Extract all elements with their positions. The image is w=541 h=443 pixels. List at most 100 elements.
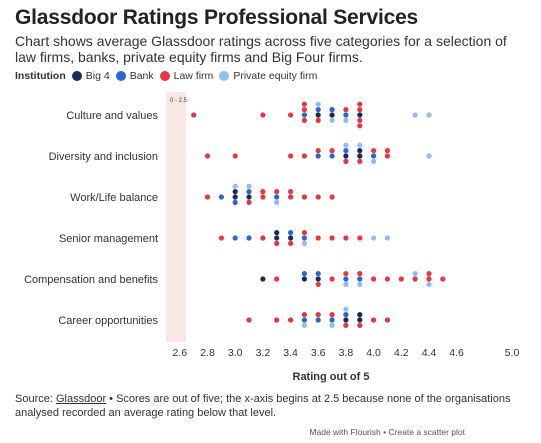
- data-point: [329, 148, 335, 154]
- data-point: [357, 123, 363, 129]
- data-point: [329, 317, 335, 323]
- data-point: [343, 158, 349, 164]
- data-point: [315, 194, 321, 200]
- data-point: [412, 276, 418, 282]
- data-point: [357, 317, 363, 323]
- data-point: [301, 101, 307, 107]
- legend: Institution Big 4 Bank Law firm Private …: [15, 70, 323, 82]
- data-point: [315, 101, 321, 107]
- data-point: [357, 112, 363, 118]
- legend-item-law-firm[interactable]: Law firm: [159, 70, 213, 82]
- data-point: [232, 199, 238, 205]
- data-point: [412, 112, 418, 118]
- category-label: Work/Life balance: [70, 192, 158, 204]
- data-point: [343, 142, 349, 148]
- chart-title: Glassdoor Ratings Professional Services: [15, 6, 419, 29]
- x-tick-label: 3.2: [256, 347, 271, 359]
- data-point: [398, 276, 404, 282]
- data-point: [426, 271, 432, 277]
- data-point: [357, 281, 363, 287]
- footer-note: Source: Glassdoor • Scores are out of fi…: [15, 392, 530, 420]
- data-point: [260, 112, 266, 118]
- data-point: [343, 148, 349, 154]
- footer-source-prefix: Source:: [15, 393, 56, 405]
- category-label: Senior management: [59, 233, 158, 245]
- data-point: [232, 189, 238, 195]
- data-point: [274, 230, 280, 236]
- data-point: [371, 158, 377, 164]
- data-point: [301, 117, 307, 123]
- data-point: [301, 153, 307, 159]
- made-with-flourish-link[interactable]: Made with Flourish: [309, 427, 381, 437]
- legend-item-bank[interactable]: Bank: [115, 70, 154, 82]
- legend-swatch-private-equity: [219, 71, 230, 81]
- data-point: [260, 235, 266, 241]
- data-point: [301, 235, 307, 241]
- data-point: [204, 153, 211, 159]
- data-point: [315, 107, 321, 113]
- data-point: [315, 276, 321, 282]
- x-tick-label: 4.6: [449, 347, 464, 359]
- legend-swatch-law-firm: [159, 71, 170, 81]
- legend-label-private-equity: Private equity firm: [233, 70, 318, 82]
- data-point: [288, 317, 294, 323]
- data-point: [343, 276, 349, 282]
- data-point: [329, 276, 335, 282]
- data-point: [412, 271, 418, 277]
- source-link[interactable]: Glassdoor: [55, 393, 107, 405]
- create-scatter-link[interactable]: Create a scatter plot: [388, 427, 465, 437]
- legend-item-private-equity[interactable]: Private equity firm: [219, 70, 317, 82]
- category-label: Culture and values: [66, 110, 158, 122]
- data-point: [426, 153, 432, 159]
- data-point: [274, 189, 280, 195]
- data-point: [371, 148, 377, 154]
- data-point: [357, 235, 363, 241]
- data-point: [357, 107, 363, 113]
- data-point: [384, 235, 390, 241]
- data-point: [288, 230, 294, 236]
- data-point: [329, 312, 335, 318]
- data-point: [329, 322, 335, 328]
- scatter-chart: 0 - 2.5 Culture and values Diversity and i…: [24, 92, 520, 383]
- category-label: Career opportunities: [58, 315, 158, 327]
- data-point: [301, 317, 307, 323]
- data-point: [315, 317, 321, 323]
- data-point: [357, 153, 363, 159]
- x-tick-label: 5.0: [505, 347, 520, 359]
- data-point: [301, 107, 307, 113]
- footer-note-text: • Scores are out of five; the x-axis beg…: [15, 393, 511, 419]
- legend-item-big4[interactable]: Big 4: [71, 70, 110, 82]
- data-point: [343, 117, 349, 123]
- data-point: [204, 194, 211, 200]
- data-point: [343, 322, 349, 328]
- data-point: [384, 148, 390, 154]
- data-point: [315, 153, 321, 159]
- data-point: [315, 281, 321, 287]
- data-point: [357, 322, 363, 328]
- data-point: [343, 153, 349, 159]
- data-point: [301, 112, 307, 118]
- data-point: [357, 312, 363, 318]
- data-point: [232, 183, 238, 189]
- data-point: [343, 112, 349, 118]
- attribution: Made with Flourish • Create a scatter pl…: [309, 427, 465, 437]
- data-point: [329, 107, 335, 113]
- data-point: [329, 235, 335, 241]
- legend-title: Institution: [15, 70, 66, 82]
- data-point: [301, 276, 307, 282]
- data-point: [191, 112, 197, 118]
- data-point: [357, 158, 363, 164]
- data-point: [343, 281, 349, 287]
- data-point: [301, 322, 307, 328]
- data-point: [246, 183, 252, 189]
- data-point: [288, 240, 294, 246]
- data-point: [343, 312, 349, 318]
- data-point: [371, 317, 377, 323]
- data-point: [440, 276, 446, 282]
- data-point: [357, 276, 363, 282]
- legend-label-bank: Bank: [129, 70, 154, 82]
- data-point: [384, 276, 390, 282]
- data-point: [371, 235, 377, 241]
- data-point: [329, 194, 335, 200]
- data-point: [301, 312, 307, 318]
